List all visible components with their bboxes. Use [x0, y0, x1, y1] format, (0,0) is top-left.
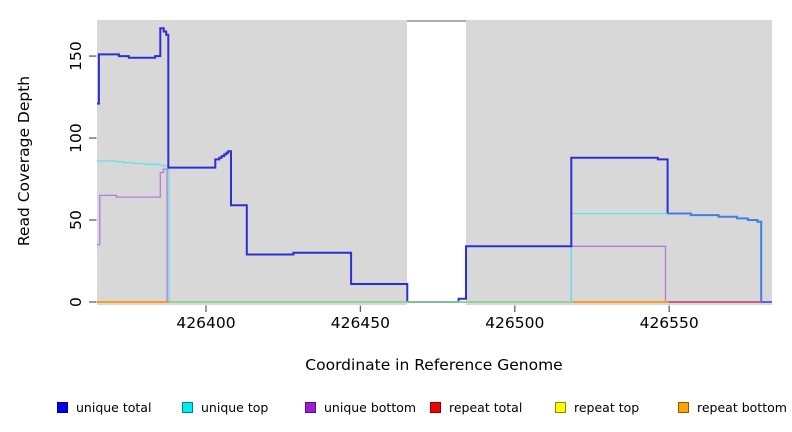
y-tick-label: 50: [67, 210, 85, 230]
y-axis-title: Read Coverage Depth: [15, 75, 33, 247]
legend-label: repeat bottom: [697, 399, 787, 415]
legend-item-unique-top: unique top: [182, 398, 268, 416]
x-tick-label: 426450: [331, 314, 390, 332]
legend-label: repeat top: [574, 399, 640, 415]
legend: unique total unique top unique bottom repea…: [0, 398, 792, 418]
legend-label: unique bottom: [324, 399, 417, 415]
x-axis-title: Coordinate in Reference Genome: [305, 356, 563, 374]
legend-item-unique-bottom: unique bottom: [305, 398, 416, 416]
legend-item-repeat-total: repeat total: [430, 398, 522, 416]
legend-item-unique-total: unique total: [57, 398, 151, 416]
legend-item-repeat-bottom: repeat bottom: [678, 398, 787, 416]
legend-swatch-icon: [430, 401, 441, 413]
legend-label: unique top: [201, 399, 269, 415]
legend-swatch-icon: [678, 401, 689, 413]
y-tick-label: 150: [67, 41, 85, 71]
legend-swatch-icon: [555, 401, 566, 413]
x-tick-label: 426400: [176, 314, 235, 332]
plot-background-right: [465, 20, 772, 305]
legend-swatch-icon: [57, 401, 68, 413]
y-tick-label: 100: [67, 123, 85, 153]
series-unique-total: [97, 27, 669, 303]
x-tick-label: 426500: [485, 314, 544, 332]
legend-label: unique total: [76, 399, 152, 415]
legend-label: repeat total: [449, 399, 523, 415]
x-tick-label: 426550: [640, 314, 699, 332]
legend-swatch-icon: [305, 401, 316, 413]
series-unique-total-over-unique-top: [667, 212, 763, 302]
y-tick-label: 0: [67, 297, 85, 307]
plot-background-left: [97, 20, 408, 305]
legend-swatch-icon: [182, 401, 193, 413]
series-unique-bottom: [97, 168, 667, 303]
legend-item-repeat-top: repeat top: [555, 398, 639, 416]
